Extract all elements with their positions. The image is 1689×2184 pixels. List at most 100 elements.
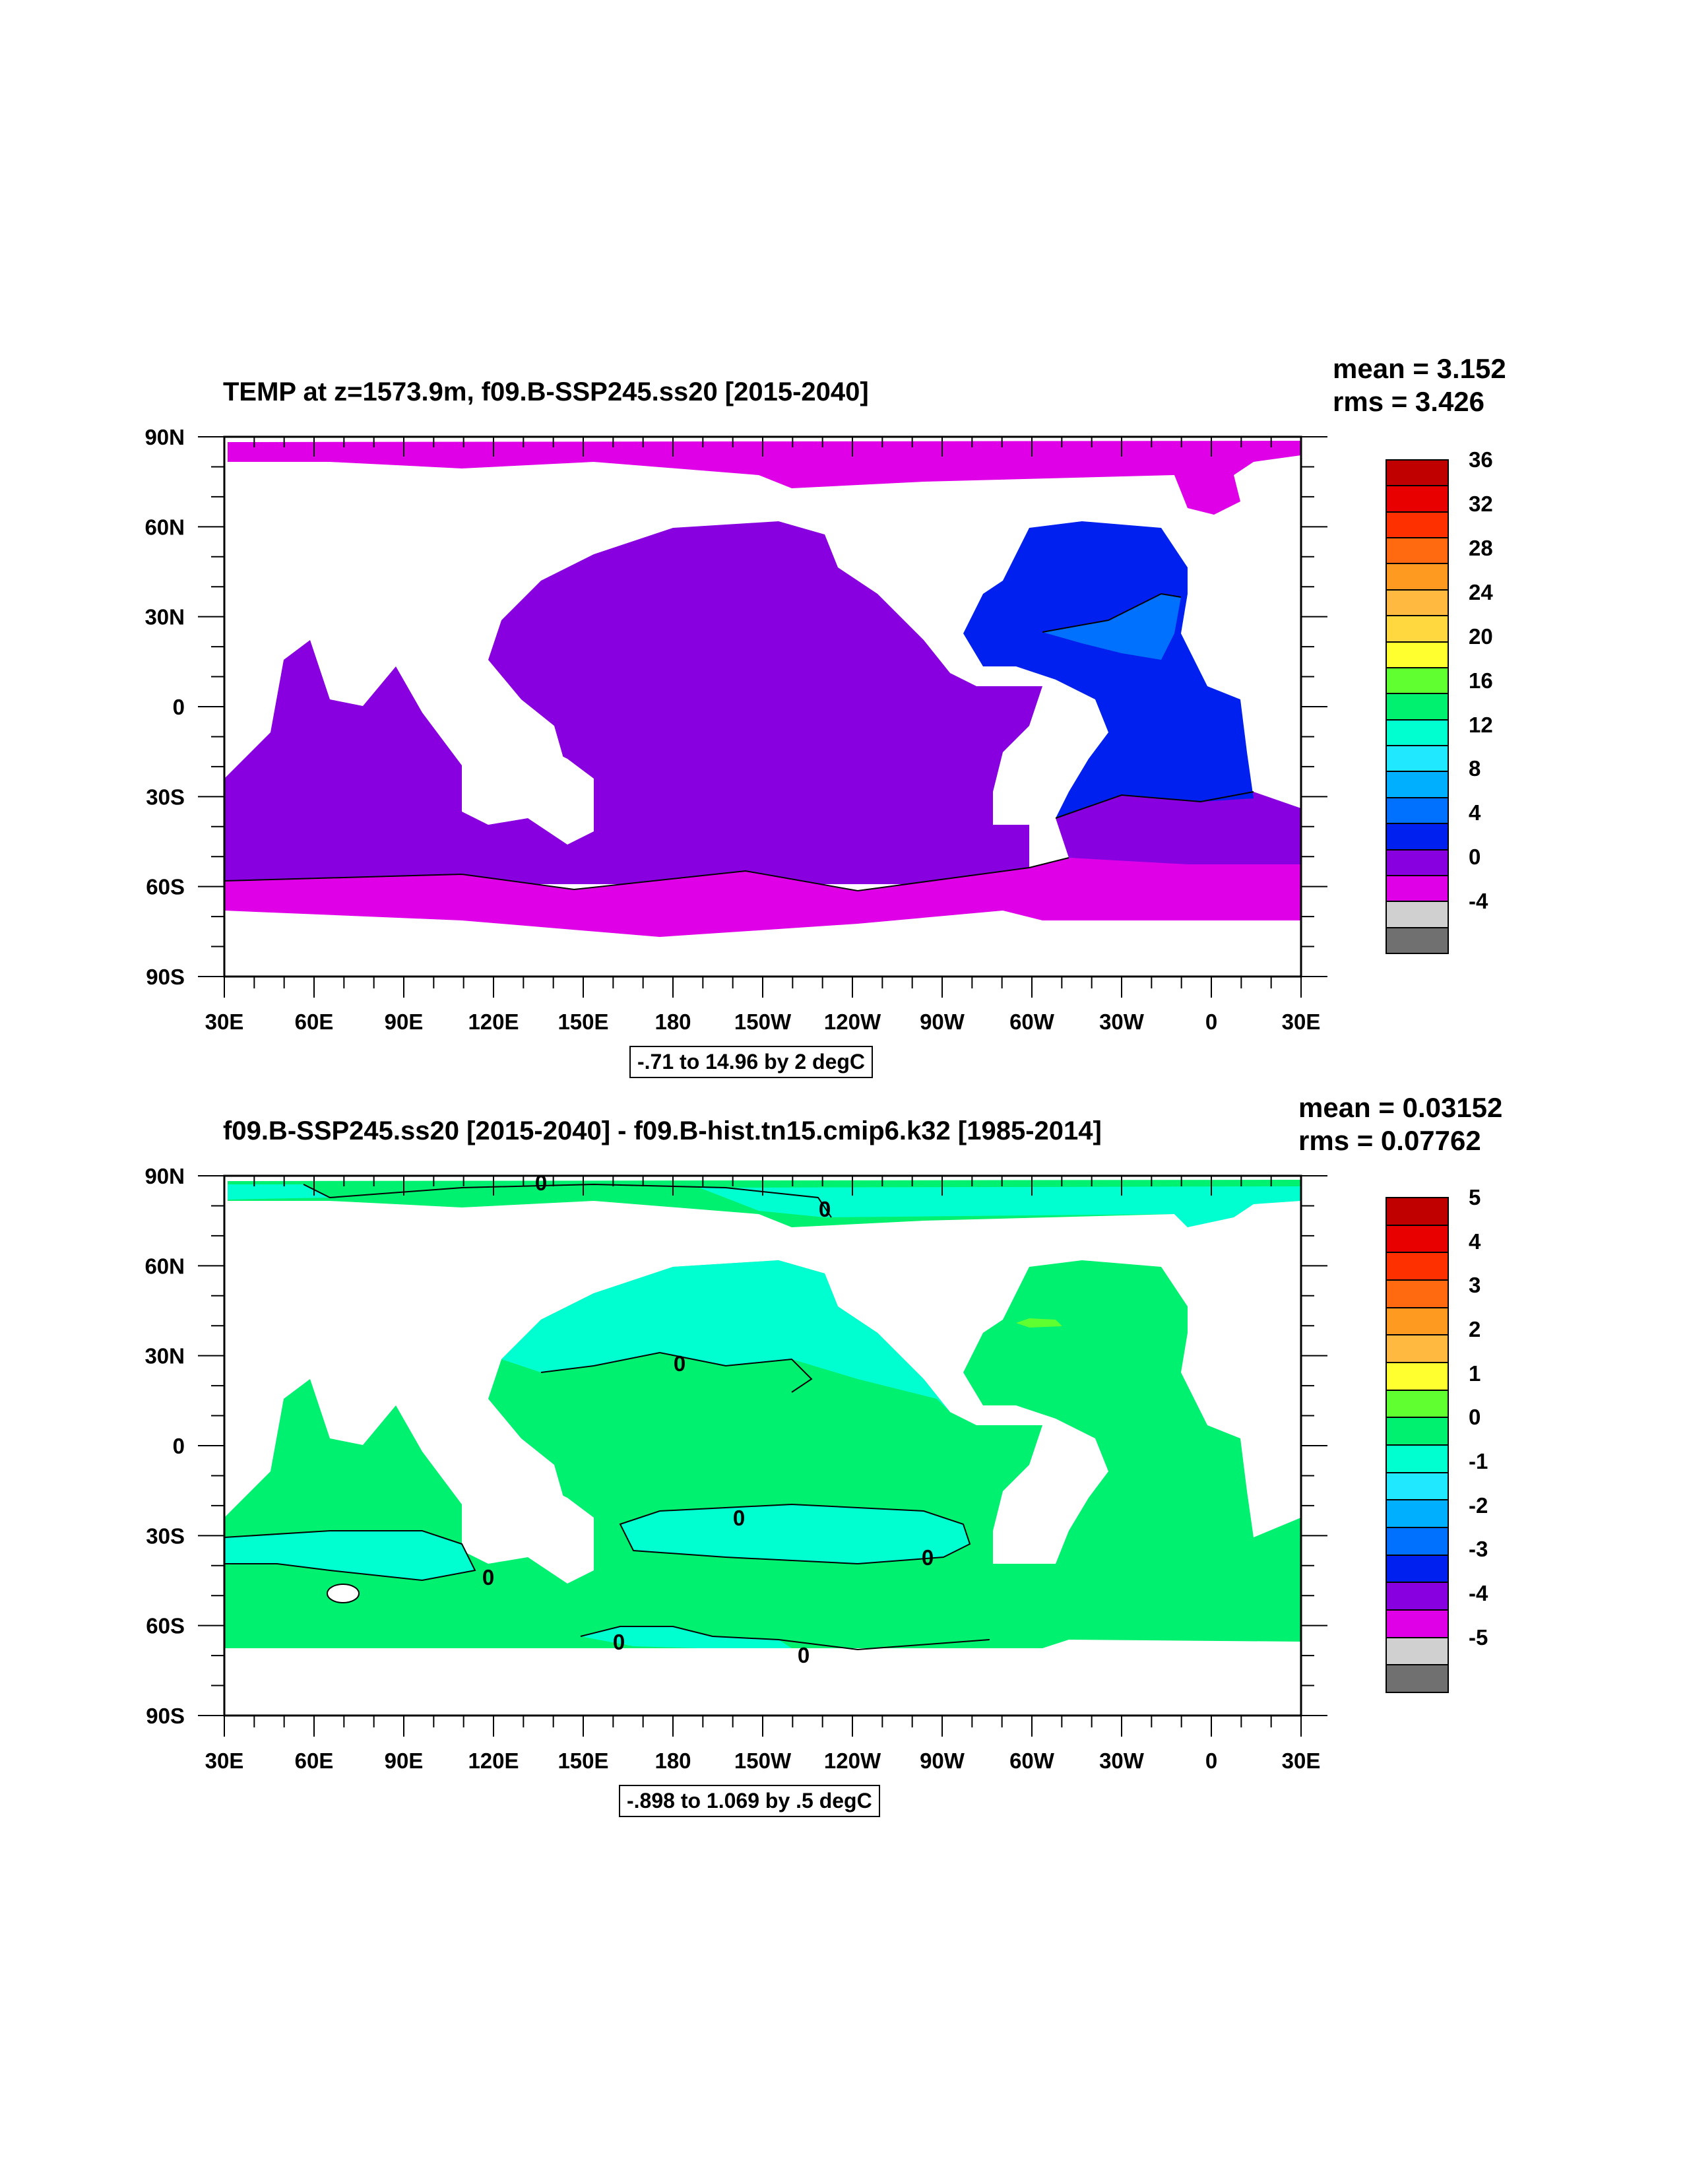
australia-land <box>462 739 594 845</box>
colorbar-label: 0 <box>1469 845 1481 870</box>
lon-tick-label: 120W <box>824 1010 881 1034</box>
lat-tick-label: 60S <box>146 1614 185 1638</box>
lon-tick-label: 30W <box>1099 1749 1145 1773</box>
colorbar-swatch <box>1386 1197 1449 1226</box>
colorbar-swatch <box>1386 1609 1449 1638</box>
lon-tick-label: 0 <box>1205 1010 1217 1034</box>
colorbar-swatch <box>1386 1224 1449 1254</box>
lat-tick-label: 90N <box>144 425 185 449</box>
colorbar-swatch <box>1386 563 1449 591</box>
lon-tick-label: 60W <box>1009 1749 1055 1773</box>
lon-tick-label: 150E <box>558 1749 608 1773</box>
contour-label: 0 <box>482 1565 494 1590</box>
colorbar-label: 16 <box>1469 668 1493 693</box>
lat-tick-label: 30S <box>146 1524 185 1548</box>
colorbar-swatch <box>1386 849 1449 876</box>
colorbar-swatch <box>1386 901 1449 928</box>
colorbar-label: 2 <box>1469 1317 1481 1341</box>
lon-tick-label: 120W <box>824 1749 881 1773</box>
north-atlantic-warm <box>1042 594 1181 660</box>
lat-tick-label: 90S <box>146 965 185 989</box>
north-pacific-cool <box>501 1260 950 1412</box>
axis-ticks: 90N 60N 30N 0 30S 60S 90S 30E 60E 90E 120E 150E 180 1… <box>144 1164 1327 1773</box>
lon-tick-label: 30E <box>205 1749 244 1773</box>
contour-line-south <box>224 857 1069 892</box>
lat-tick-label: 90N <box>144 1164 185 1188</box>
colorbar-swatch <box>1386 719 1449 747</box>
arctic-band <box>228 441 1301 488</box>
contour-line-south-pacific <box>619 1503 971 1565</box>
colorbar-label: -5 <box>1469 1624 1488 1650</box>
contour-label: 0 <box>819 1197 831 1221</box>
lat-tick-label: 60S <box>146 875 185 899</box>
map-field <box>224 437 1301 977</box>
island-land <box>327 1584 360 1603</box>
colorbar-label: -3 <box>1469 1537 1488 1562</box>
panel-title: f09.B-SSP245.ss20 [2015-2040] - f09.B-hi… <box>223 1116 1102 1145</box>
rms-value: rms = 0.07762 <box>1298 1125 1481 1156</box>
contour-range-label: -.898 to 1.069 by .5 degC <box>619 1785 880 1817</box>
atlantic-ocean <box>963 521 1254 818</box>
lon-tick-label: 30W <box>1099 1010 1145 1034</box>
colorbar-label: 36 <box>1469 447 1493 472</box>
colorbar-label: -1 <box>1469 1449 1488 1473</box>
colorbar-swatch <box>1386 874 1449 903</box>
colorbar-swatch <box>1386 1499 1449 1528</box>
lat-tick-label: 30S <box>146 785 185 809</box>
mean-value: mean = 0.03152 <box>1298 1092 1503 1123</box>
colorbar-swatch <box>1386 1389 1449 1419</box>
colorbar-label: 28 <box>1469 535 1493 560</box>
axis-ticks: 90N 60N 30N 0 30S 60S 90S 30E 60E 90E 120E 150E 180 1… <box>144 425 1327 1034</box>
lat-tick-label: 90S <box>146 1704 185 1728</box>
colorbar: 36 32 28 24 20 16 12 8 4 0 -4 <box>1386 447 1517 954</box>
indian-ocean-cool <box>224 1531 475 1580</box>
colorbar-swatch <box>1386 666 1449 695</box>
lon-tick-label: 180 <box>654 1010 691 1034</box>
colorbar-swatch <box>1386 1306 1449 1336</box>
colorbar-swatch <box>1386 485 1449 513</box>
lon-tick-label: 150W <box>734 1749 792 1773</box>
lon-tick-label: 30E <box>1282 1749 1321 1773</box>
lat-tick-label: 30N <box>144 1344 185 1368</box>
colorbar-swatch <box>1386 537 1449 565</box>
arctic-lobe <box>1174 475 1240 515</box>
contour-range-label: -.71 to 14.96 by 2 degC <box>629 1046 874 1078</box>
panel-bottom-map: f09.B-SSP245.ss20 [2015-2040] - f09.B-hi… <box>0 1089 1689 2184</box>
contour-label: 0 <box>922 1545 934 1570</box>
colorbar-label: -4 <box>1469 889 1488 914</box>
contour-line-atlantic <box>1055 791 1254 819</box>
mean-value: mean = 3.152 <box>1333 353 1506 384</box>
lon-tick-label: 60E <box>295 1010 334 1034</box>
lon-tick-label: 180 <box>654 1749 691 1773</box>
map-field: 0 0 0 0 0 0 0 0 <box>224 1171 1301 1716</box>
map-plot: 90N 60N 30N 0 30S 60S 90S 30E 60E 90E 120E 150E 180 1… <box>144 425 1327 1034</box>
stats-block: mean = 0.03152 rms = 0.07762 <box>1298 1091 1502 1157</box>
lon-tick-label: 60W <box>1009 1010 1055 1034</box>
colorbar-label: -4 <box>1469 1581 1488 1605</box>
colorbar-swatch <box>1386 771 1449 798</box>
colorbar-swatch <box>1386 1334 1449 1363</box>
colorbar: 5 4 3 2 1 0 -1 -2 -3 -4 -5 <box>1386 1185 1517 1693</box>
lat-tick-label: 0 <box>173 695 185 719</box>
colorbar-label: 32 <box>1469 491 1493 516</box>
arctic-cool-west <box>228 1184 330 1200</box>
colorbar-swatch <box>1386 1664 1449 1693</box>
lon-tick-label: 90W <box>920 1010 965 1034</box>
colorbar-swatch <box>1386 1362 1449 1391</box>
lon-tick-label: 60E <box>295 1749 334 1773</box>
lon-tick-label: 90E <box>385 1010 424 1034</box>
colorbar-label: 24 <box>1469 579 1493 604</box>
colorbar-swatch <box>1386 1417 1449 1446</box>
colorbar-swatch <box>1386 1527 1449 1556</box>
lat-tick-label: 60N <box>144 515 185 539</box>
lon-tick-label: 30E <box>1282 1010 1321 1034</box>
contour-label: 0 <box>535 1171 547 1195</box>
colorbar-label: 5 <box>1469 1185 1481 1209</box>
pacific-indian-ocean <box>224 521 1042 884</box>
colorbar-swatch <box>1386 693 1449 721</box>
colorbar-label: 4 <box>1469 1229 1481 1254</box>
colorbar-swatch <box>1386 1636 1449 1666</box>
contour-label: 0 <box>613 1630 625 1654</box>
stats-block: mean = 3.152 rms = 3.426 <box>1333 352 1506 418</box>
warm-spot <box>1016 1318 1062 1328</box>
